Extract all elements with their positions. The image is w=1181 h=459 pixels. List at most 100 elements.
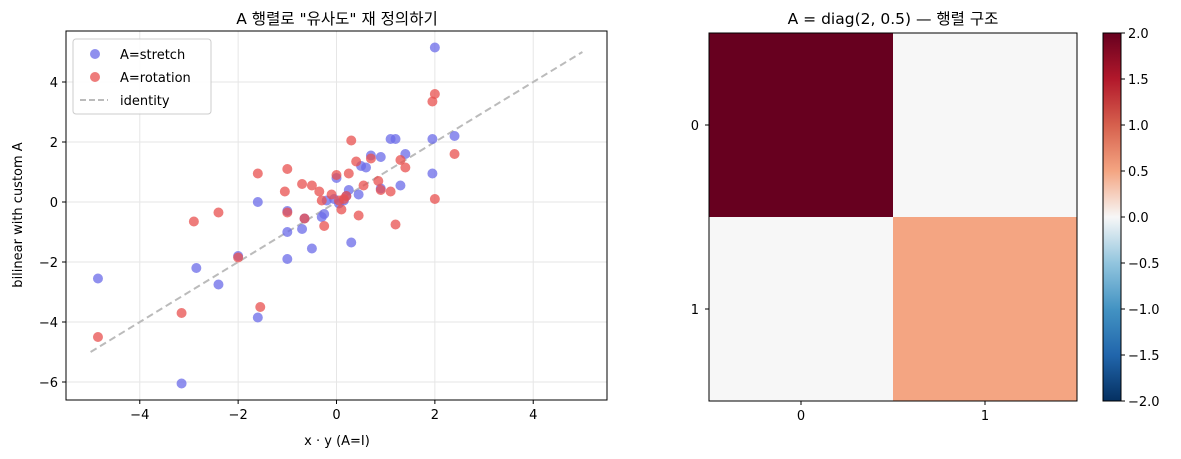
heatmap-cell	[709, 217, 893, 401]
scatter-x-ticks: −4 −2 0 2 4	[130, 400, 537, 423]
stretch-point	[176, 378, 187, 389]
rotation-point	[395, 155, 406, 165]
y-tick-label: 4	[50, 76, 58, 91]
stretch-point	[427, 168, 438, 179]
legend-box	[72, 38, 212, 115]
rotation-point	[336, 204, 347, 215]
rotation-point	[255, 302, 266, 312]
heatmap-y-tick-label: 0	[691, 119, 699, 134]
scatter-points-layer	[92, 42, 460, 389]
rotation-point	[373, 176, 384, 186]
rotation-point	[282, 207, 293, 218]
rotation-point	[353, 210, 364, 221]
colorbar-tick-label: 1.5	[1128, 73, 1149, 88]
stretch-point	[282, 227, 293, 237]
y-tick-label: 0	[50, 196, 58, 211]
stretch-point	[297, 224, 308, 234]
scatter-legend: A=stretch A=rotation identity	[72, 38, 212, 115]
legend-label-identity: identity	[120, 94, 170, 109]
colorbar-tick-label: 1.0	[1128, 119, 1149, 134]
stretch-point	[390, 134, 401, 144]
stretch-point	[346, 237, 357, 248]
colorbar-tick-label: −0.5	[1128, 257, 1160, 272]
rotation-point	[400, 162, 411, 173]
heatmap-cell	[893, 33, 1077, 217]
heatmap-x-tick-label: 0	[797, 409, 805, 424]
heatmap-y-ticks: 01	[691, 119, 709, 318]
colorbar: 2.0 1.5 1.0 0.5 0.0 −0.5 −1.0 −1.5 −2.0	[1102, 27, 1160, 410]
rotation-point	[429, 194, 440, 204]
rotation-point	[390, 219, 401, 230]
heatmap-cell	[893, 217, 1077, 401]
rotation-point	[213, 207, 224, 218]
rotation-point	[306, 180, 317, 191]
rotation-point	[385, 186, 396, 197]
rotation-point	[358, 180, 369, 191]
stretch-point	[213, 279, 224, 290]
colorbar-tick-label: −1.0	[1128, 303, 1160, 318]
legend-label-stretch: A=stretch	[120, 48, 185, 63]
y-tick-label: −6	[39, 376, 58, 391]
rotation-point	[326, 189, 337, 200]
rotation-point	[299, 213, 310, 224]
stretch-point	[429, 42, 440, 53]
heatmap-cells	[709, 33, 1077, 401]
y-tick-label: −4	[39, 316, 58, 331]
rotation-point	[341, 191, 352, 201]
legend-swatch-rotation	[90, 72, 100, 82]
stretch-point	[375, 152, 386, 162]
rotation-point	[233, 252, 244, 263]
scatter-x-axis-label: x · y (A=I)	[304, 434, 370, 449]
heatmap-cell	[709, 33, 893, 217]
x-tick-label: 2	[431, 408, 439, 423]
colorbar-tick-label: 0.5	[1128, 165, 1149, 180]
stretch-point	[449, 131, 460, 141]
rotation-point	[365, 153, 376, 164]
rotation-point	[92, 332, 103, 342]
x-tick-label: −2	[229, 408, 248, 423]
stretch-point	[252, 197, 263, 207]
rotation-point	[346, 135, 357, 146]
scatter-y-ticks: −6 −4 −2 0 2 4	[39, 76, 66, 391]
stretch-point	[92, 273, 103, 284]
rotation-point	[351, 156, 362, 167]
stretch-point	[306, 243, 317, 254]
rotation-point	[282, 164, 293, 174]
scatter-chart: A 행렬로 "유사도" 재 정의하기 −4 −2 0 2 4 −6 −4 −2 0 2 4 x ·…	[11, 10, 608, 449]
colorbar-tick-label: −2.0	[1128, 395, 1160, 410]
stretch-point	[361, 162, 372, 173]
stretch-point	[282, 254, 293, 264]
y-tick-label: −2	[39, 256, 58, 271]
heatmap-x-tick-label: 1	[981, 409, 989, 424]
stretch-point	[353, 189, 364, 200]
heatmap-frame	[708, 32, 1078, 402]
rotation-point	[427, 96, 438, 107]
heatmap-title: A = diag(2, 0.5) — 행렬 구조	[788, 10, 999, 28]
rotation-point	[252, 168, 263, 179]
x-tick-label: 4	[529, 408, 537, 423]
y-tick-label: 2	[50, 136, 58, 151]
colorbar-ticks: 2.0 1.5 1.0 0.5 0.0 −0.5 −1.0 −1.5 −2.0	[1121, 27, 1160, 410]
stretch-point	[427, 134, 438, 144]
stretch-point	[395, 180, 406, 191]
legend-swatch-stretch	[90, 49, 100, 59]
stretch-point	[252, 312, 263, 323]
colorbar-tick-label: 0.0	[1128, 211, 1149, 226]
stretch-point	[319, 209, 330, 219]
scatter-title: A 행렬로 "유사도" 재 정의하기	[236, 10, 437, 28]
x-tick-label: 0	[332, 408, 340, 423]
rotation-point	[316, 195, 327, 206]
colorbar-tick-label: 2.0	[1128, 27, 1149, 42]
rotation-point	[331, 170, 342, 180]
scatter-y-axis-label: bilinear with custom A	[11, 142, 26, 287]
heatmap-y-tick-label: 1	[691, 303, 699, 318]
rotation-point	[319, 221, 330, 231]
rotation-point	[375, 185, 386, 195]
rotation-point	[449, 149, 460, 159]
rotation-point	[429, 89, 440, 99]
stretch-point	[191, 263, 202, 273]
colorbar-tick-label: −1.5	[1128, 349, 1160, 364]
